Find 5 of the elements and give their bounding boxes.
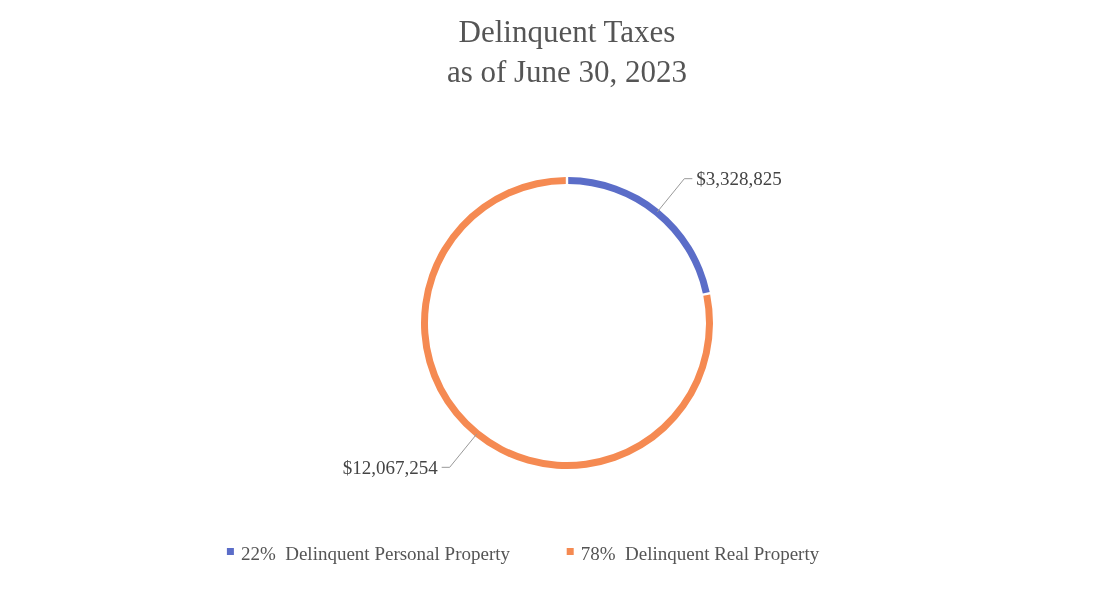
data-label: $12,067,254 [342, 456, 439, 478]
data-label: $3,328,825 [696, 168, 782, 190]
legend-label: 22% Delinquent Personal Property [240, 542, 511, 564]
chart-title: Delinquent Taxes as of June 30, 2023 [446, 14, 688, 89]
legend-label: 78% Delinquent Real Property [580, 542, 820, 564]
